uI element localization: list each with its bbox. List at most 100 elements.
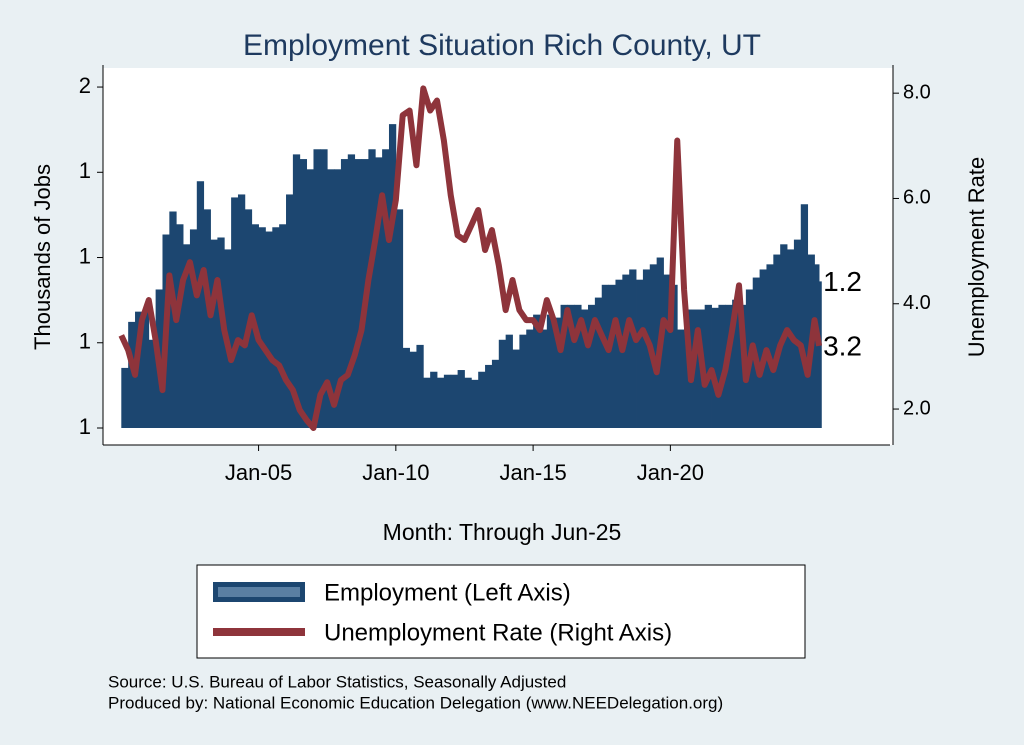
bar (594, 297, 603, 428)
bar (505, 334, 513, 428)
bar (437, 377, 445, 428)
bar (279, 224, 287, 428)
bar (217, 237, 225, 428)
bar (766, 264, 774, 428)
bar (819, 281, 822, 428)
bar (601, 284, 610, 428)
bar (464, 377, 472, 428)
bar (388, 124, 397, 428)
y-tick-label: 2 (79, 73, 91, 98)
bar (553, 317, 561, 428)
bar (210, 239, 218, 428)
bar (382, 149, 390, 428)
bar (512, 349, 520, 428)
bar (292, 154, 301, 428)
source-note: Source: U.S. Bureau of Labor Statistics,… (108, 672, 566, 691)
bar (320, 149, 328, 428)
bar (409, 351, 417, 428)
bar (176, 224, 184, 428)
legend-label: Employment (Left Axis) (324, 579, 571, 606)
bar (272, 227, 280, 428)
y2-tick-label: 6.0 (903, 187, 931, 209)
bar (340, 159, 349, 429)
bar (560, 304, 568, 428)
legend-label: Unemployment Rate (Right Axis) (324, 619, 672, 646)
y2-tick-label: 2.0 (903, 397, 931, 419)
bar (800, 204, 809, 428)
bar (183, 244, 191, 428)
y-tick-label: 1 (79, 414, 91, 439)
bar (588, 304, 596, 428)
y-axis-label: Thousands of Jobs (30, 164, 55, 350)
bar (313, 149, 321, 428)
bar (732, 299, 740, 428)
bar (759, 269, 767, 428)
bar (704, 304, 712, 428)
bar (443, 374, 452, 428)
producer-note: Produced by: National Economic Education… (108, 693, 723, 712)
bar (327, 169, 335, 429)
bar (334, 169, 342, 429)
bar (773, 254, 781, 428)
bar (718, 304, 726, 428)
bar (148, 339, 157, 428)
bar (286, 194, 294, 428)
legend-swatch-inner (218, 587, 300, 597)
bar (642, 269, 651, 428)
bar (574, 304, 582, 428)
bar (793, 239, 802, 428)
bar (141, 311, 150, 428)
bar (237, 194, 246, 428)
bar (526, 329, 534, 428)
bar (615, 279, 623, 428)
line (118, 85, 823, 431)
y-tick-label: 1 (79, 158, 91, 183)
bar (121, 367, 129, 428)
bar (471, 379, 479, 428)
y2-axis-label: Unemployment Rate (964, 157, 989, 358)
bar (663, 274, 671, 428)
bar (265, 231, 273, 428)
bar (519, 334, 527, 428)
x-tick-label: Jan-15 (499, 460, 566, 485)
y2-tick-label: 4.0 (903, 292, 931, 314)
bar (203, 209, 211, 428)
bar (457, 370, 465, 428)
bar (347, 154, 356, 428)
bar (375, 157, 383, 428)
bar (128, 321, 136, 428)
bar (498, 339, 507, 428)
bar (629, 269, 637, 428)
bar (306, 169, 314, 429)
bar (636, 279, 644, 428)
x-axis-label: Month: Through Jun-25 (383, 519, 622, 545)
bar (395, 209, 404, 428)
bar (416, 344, 424, 428)
bar (402, 347, 410, 428)
x-tick-label: Jan-05 (225, 460, 292, 485)
bar (581, 309, 589, 428)
bar (491, 359, 500, 428)
legend (196, 564, 806, 659)
bar (485, 364, 493, 428)
bar (478, 371, 486, 428)
bar (231, 197, 239, 428)
bar (196, 181, 205, 428)
x-tick-label: Jan-10 (362, 460, 429, 485)
bar (258, 227, 266, 428)
bar (711, 307, 719, 428)
x-tick-label: Jan-20 (637, 460, 704, 485)
bar (546, 314, 555, 428)
y2-tick-label: 8.0 (903, 81, 931, 103)
bar (567, 304, 575, 428)
bar (354, 159, 362, 429)
bar (622, 274, 630, 428)
bar (169, 211, 177, 428)
bar (368, 149, 376, 428)
bar (539, 329, 548, 428)
bar (533, 314, 541, 428)
bar (189, 229, 198, 428)
bar (608, 284, 616, 428)
chart-title: Employment Situation Rich County, UT (243, 29, 761, 62)
